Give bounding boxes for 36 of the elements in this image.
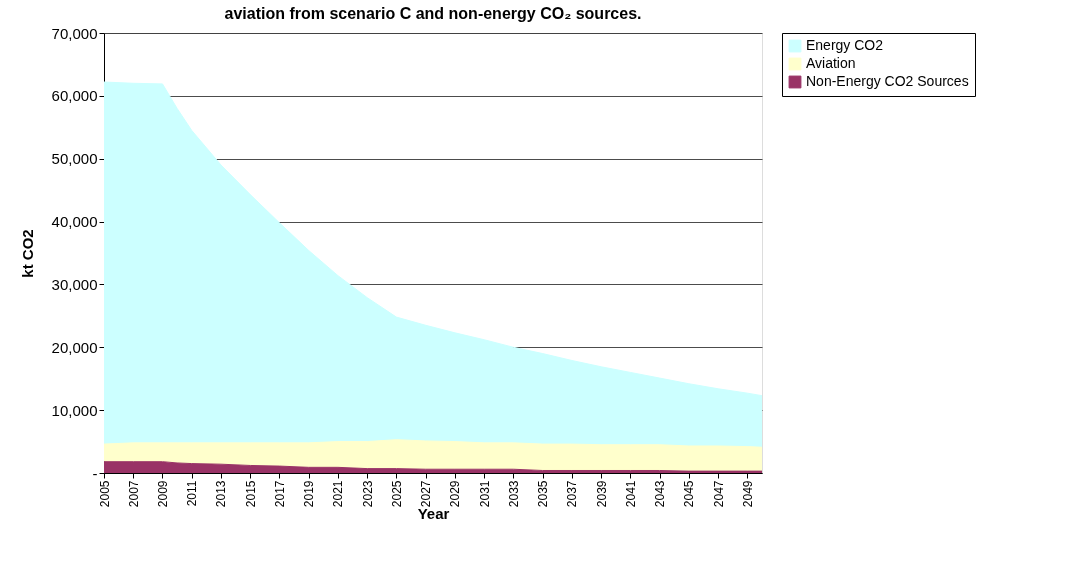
y-tick-label: 50,000 — [51, 150, 98, 168]
x-tick-label: 2041 — [623, 480, 638, 508]
x-tick-label: 2015 — [243, 480, 258, 508]
x-tick-label: 2037 — [565, 480, 580, 508]
x-tick-label: 2039 — [594, 480, 609, 508]
x-tick-label: 2033 — [506, 480, 521, 508]
x-tick-label: 2023 — [360, 480, 375, 508]
x-tick-label: 2009 — [155, 480, 170, 508]
x-tick-label: 2035 — [536, 480, 551, 508]
x-tick-label: 2011 — [185, 480, 200, 507]
y-tick-label: 40,000 — [51, 213, 98, 231]
y-axis-title: kt CO2 — [18, 229, 36, 278]
legend-label: Non-Energy CO2 Sources — [806, 73, 969, 89]
legend-label: Energy CO2 — [806, 37, 884, 53]
y-tick-label: 20,000 — [51, 338, 98, 356]
x-tick-label: 2045 — [682, 480, 697, 508]
x-tick-label: 2029 — [448, 480, 463, 508]
x-tick-label: 2031 — [477, 480, 492, 508]
x-tick-label: 2007 — [126, 480, 141, 508]
x-tick-label: 2019 — [302, 480, 317, 508]
x-tick-label: 2021 — [331, 480, 346, 508]
x-tick-label: 2017 — [272, 480, 287, 508]
x-tick-label: 2043 — [653, 480, 668, 508]
y-tick-label: 30,000 — [51, 275, 98, 293]
x-tick-label: 2013 — [214, 480, 229, 508]
y-tick-label: 70,000 — [51, 24, 98, 42]
x-tick-label: 2005 — [97, 480, 112, 508]
y-tick-label: - — [92, 464, 98, 482]
chart-title: aviation from scenario C and non-energy CO₂ sources. — [224, 5, 642, 22]
x-tick-label: 2047 — [711, 480, 726, 508]
x-tick-label: 2027 — [419, 480, 434, 508]
y-tick-label: 60,000 — [51, 87, 98, 105]
y-tick-label: 10,000 — [51, 401, 98, 419]
x-tick-label: 2049 — [740, 480, 755, 508]
x-tick-label: 2025 — [389, 480, 404, 508]
legend-label: Aviation — [806, 55, 856, 71]
